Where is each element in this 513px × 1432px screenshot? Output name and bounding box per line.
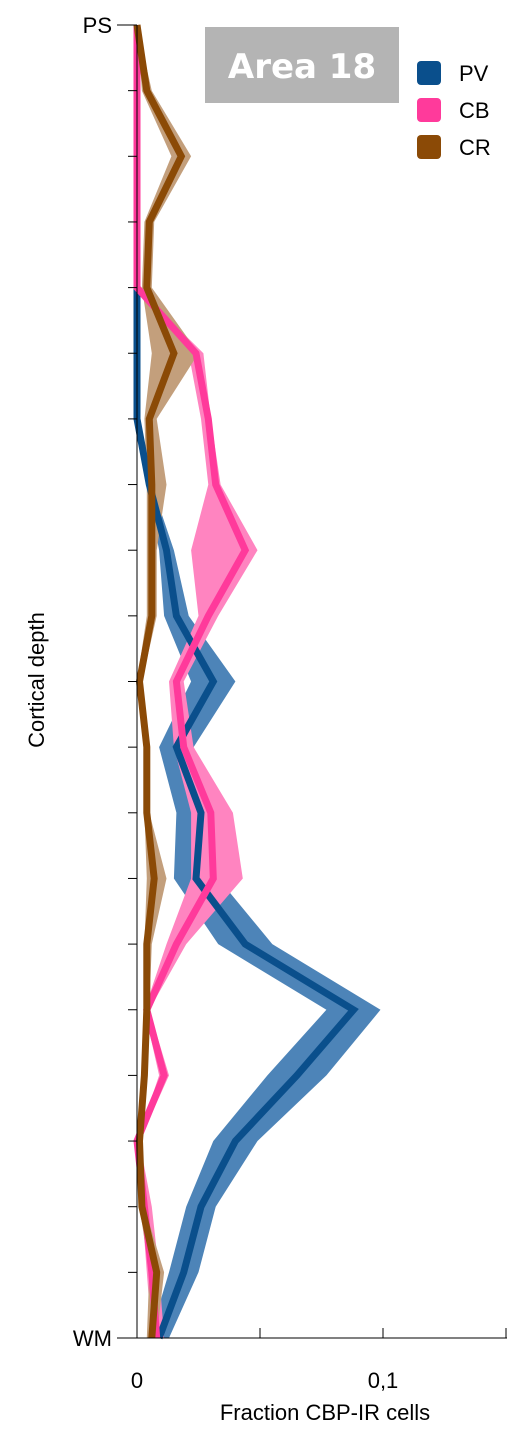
axes: PS WM 0 0,1 — [73, 13, 507, 1393]
legend-label-cr: CR — [459, 135, 491, 160]
legend-label-pv: PV — [459, 61, 489, 86]
y-tick-label-bottom: WM — [73, 1326, 112, 1351]
area-badge: Area 18 — [205, 27, 399, 103]
area-badge-label: Area 18 — [228, 47, 376, 87]
y-axis-label: Cortical depth — [24, 612, 49, 748]
legend: PV CB CR — [417, 61, 491, 160]
legend-swatch-cr — [417, 135, 441, 159]
legend-label-cb: CB — [459, 98, 490, 123]
x-tick-label: 0,1 — [368, 1368, 399, 1393]
y-tick-label-top: PS — [83, 13, 112, 38]
x-axis-label: Fraction CBP-IR cells — [220, 1400, 430, 1425]
area-badge-background — [205, 27, 399, 103]
cb-confidence-band — [137, 25, 258, 1338]
x-tick-label: 0 — [131, 1368, 143, 1393]
cr-confidence-band — [137, 25, 199, 1338]
cr-mean-line — [133, 24, 186, 1339]
legend-swatch-pv — [417, 61, 441, 85]
confidence-bands — [137, 25, 381, 1338]
legend-swatch-cb — [417, 98, 441, 122]
